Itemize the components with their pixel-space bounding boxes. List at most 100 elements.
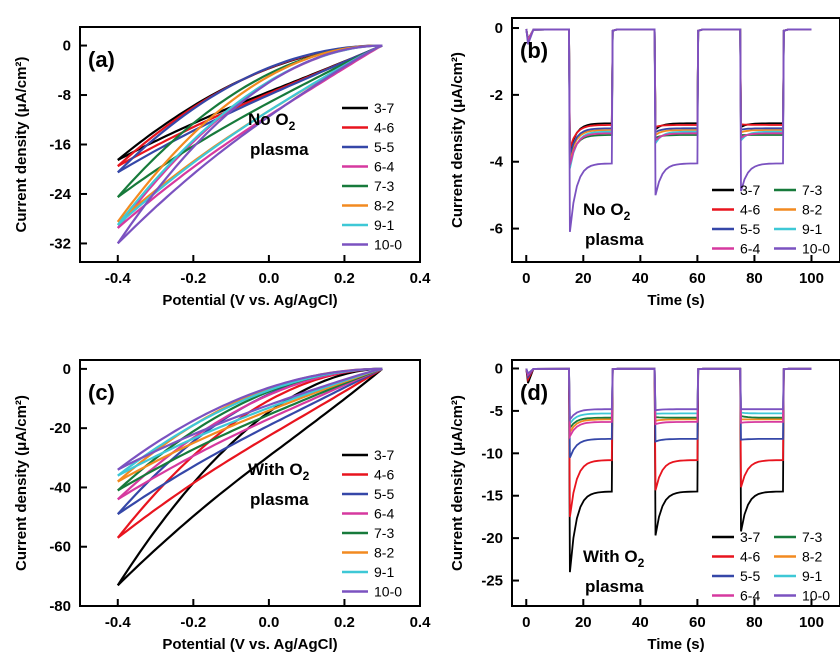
series-line xyxy=(117,367,383,492)
series-line xyxy=(117,44,383,174)
legend-label: 6-4 xyxy=(374,159,394,175)
panel-b: 0 20 40 60 80 100 0 -2 -4 -6 Time (s) Current densi… xyxy=(449,17,840,309)
plot-area xyxy=(525,367,812,573)
plot-area xyxy=(116,367,383,587)
y-axis-label: Current density (μA/cm²) xyxy=(13,395,30,571)
x-axis-label: Time (s) xyxy=(647,636,704,652)
x-tick-label: -0.4 xyxy=(105,614,132,631)
series-line xyxy=(117,367,383,539)
y-tick-label: -16 xyxy=(49,137,71,154)
y-tick-label: -20 xyxy=(481,530,503,547)
x-tick-label: 0.2 xyxy=(334,270,355,287)
legend-label: 7-3 xyxy=(802,182,822,198)
x-tick-label: -0.2 xyxy=(180,270,206,287)
legend-label: 8-2 xyxy=(802,549,822,565)
x-axis-label: Potential (V vs. Ag/AgCl) xyxy=(162,636,337,652)
annotation-line-2: plasma xyxy=(585,577,644,596)
series-line xyxy=(525,367,812,422)
legend-label: 6-4 xyxy=(740,588,760,604)
y-axis-label: Current density (μA/cm²) xyxy=(13,57,30,233)
plot-frame xyxy=(511,17,840,263)
x-tick-label: 80 xyxy=(746,614,763,631)
y-axis-label: Current density (μA/cm²) xyxy=(449,395,466,571)
y-tick-label: 0 xyxy=(495,360,503,377)
panel-label: (b) xyxy=(520,38,548,63)
x-axis-label: Potential (V vs. Ag/AgCl) xyxy=(162,292,337,309)
annotation-subscript: 2 xyxy=(624,209,631,223)
legend-label: 8-2 xyxy=(374,545,394,561)
annotation-line-2: plasma xyxy=(250,490,309,509)
y-tick-label: -8 xyxy=(58,87,71,104)
x-tick-label: 40 xyxy=(632,614,649,631)
legend-label: 6-4 xyxy=(740,241,760,257)
legend-label: 4-6 xyxy=(740,549,760,565)
annotation-text: With O xyxy=(248,460,303,479)
y-tick-label: -2 xyxy=(490,87,503,104)
annotation-text: With O xyxy=(583,547,638,566)
legend-label: 9-1 xyxy=(374,564,394,580)
panel-label: (a) xyxy=(88,47,115,72)
x-tick-label: -0.2 xyxy=(180,614,206,631)
series-line xyxy=(525,367,812,427)
x-tick-label: 0.0 xyxy=(258,614,279,631)
legend: 3-7 7-3 4-6 8-2 5-5 9-1 6-4 10-0 xyxy=(712,182,830,257)
annotation-line-1: With O2 xyxy=(583,547,645,570)
x-tick-label: 0.2 xyxy=(334,614,355,631)
series-line xyxy=(116,44,383,223)
x-tick-label: 0 xyxy=(522,614,530,631)
x-tick-label: 0.4 xyxy=(410,614,432,631)
legend-label: 9-1 xyxy=(802,221,822,237)
y-tick-label: -20 xyxy=(49,420,71,437)
annotation-text: No O xyxy=(583,200,624,219)
legend-label: 9-1 xyxy=(374,217,394,233)
series-line xyxy=(525,367,812,440)
legend-label: 10-0 xyxy=(374,237,402,253)
series-line xyxy=(525,28,812,159)
legend: 3-7 4-6 5-5 6-4 7-3 8-2 9-1 10-0 xyxy=(342,447,402,600)
series-line xyxy=(117,44,383,245)
panel-label: (d) xyxy=(520,380,548,405)
legend-label: 7-3 xyxy=(374,525,394,541)
annotation-line-1: With O2 xyxy=(248,460,310,483)
legend-label: 5-5 xyxy=(374,486,394,502)
legend-label: 8-2 xyxy=(374,198,394,214)
series-line xyxy=(116,44,383,245)
series-line xyxy=(525,367,812,436)
series-line xyxy=(525,28,812,152)
y-tick-label: -10 xyxy=(481,445,503,462)
legend-label: 5-5 xyxy=(740,568,760,584)
x-tick-label: 20 xyxy=(575,270,592,287)
y-tick-label: -24 xyxy=(49,186,71,203)
annotation-subscript: 2 xyxy=(289,119,296,133)
series-line xyxy=(117,367,383,501)
series-line xyxy=(117,367,383,471)
series-line xyxy=(117,44,383,226)
series-line xyxy=(525,28,812,162)
series-line xyxy=(117,367,383,483)
series-line xyxy=(117,368,383,587)
legend-label: 5-5 xyxy=(740,221,760,237)
legend-label: 8-2 xyxy=(802,202,822,218)
panel-c: -0.4 -0.2 0.0 0.2 0.4 0 -20 -40 -60 -80 Potential … xyxy=(13,359,432,652)
x-tick-label: 0.4 xyxy=(410,270,432,287)
series-line xyxy=(117,367,383,471)
series-line xyxy=(117,44,383,229)
panel-label: (c) xyxy=(88,380,115,405)
legend-label: 4-6 xyxy=(374,120,394,136)
series-line xyxy=(525,28,812,166)
series-line xyxy=(525,367,812,518)
legend-label: 10-0 xyxy=(802,588,830,604)
series-line xyxy=(525,367,812,573)
annotation-line-1: No O2 xyxy=(248,110,296,133)
legend-label: 3-7 xyxy=(740,182,760,198)
panel-d: 0 20 40 60 80 100 0 -5 -10 -15 -20 -25 Time (s) Curre… xyxy=(449,359,840,652)
y-tick-label: 0 xyxy=(63,38,71,55)
x-tick-label: 100 xyxy=(799,270,824,287)
panel-a: -0.4 -0.2 0.0 0.2 0.4 0 -8 -16 -24 -32 Potential (… xyxy=(13,26,432,309)
annotation-subscript: 2 xyxy=(638,556,645,570)
legend-label: 10-0 xyxy=(374,584,402,600)
series-line xyxy=(117,367,383,477)
series-line xyxy=(525,28,812,156)
series-line xyxy=(525,367,812,458)
legend-label: 5-5 xyxy=(374,139,394,155)
